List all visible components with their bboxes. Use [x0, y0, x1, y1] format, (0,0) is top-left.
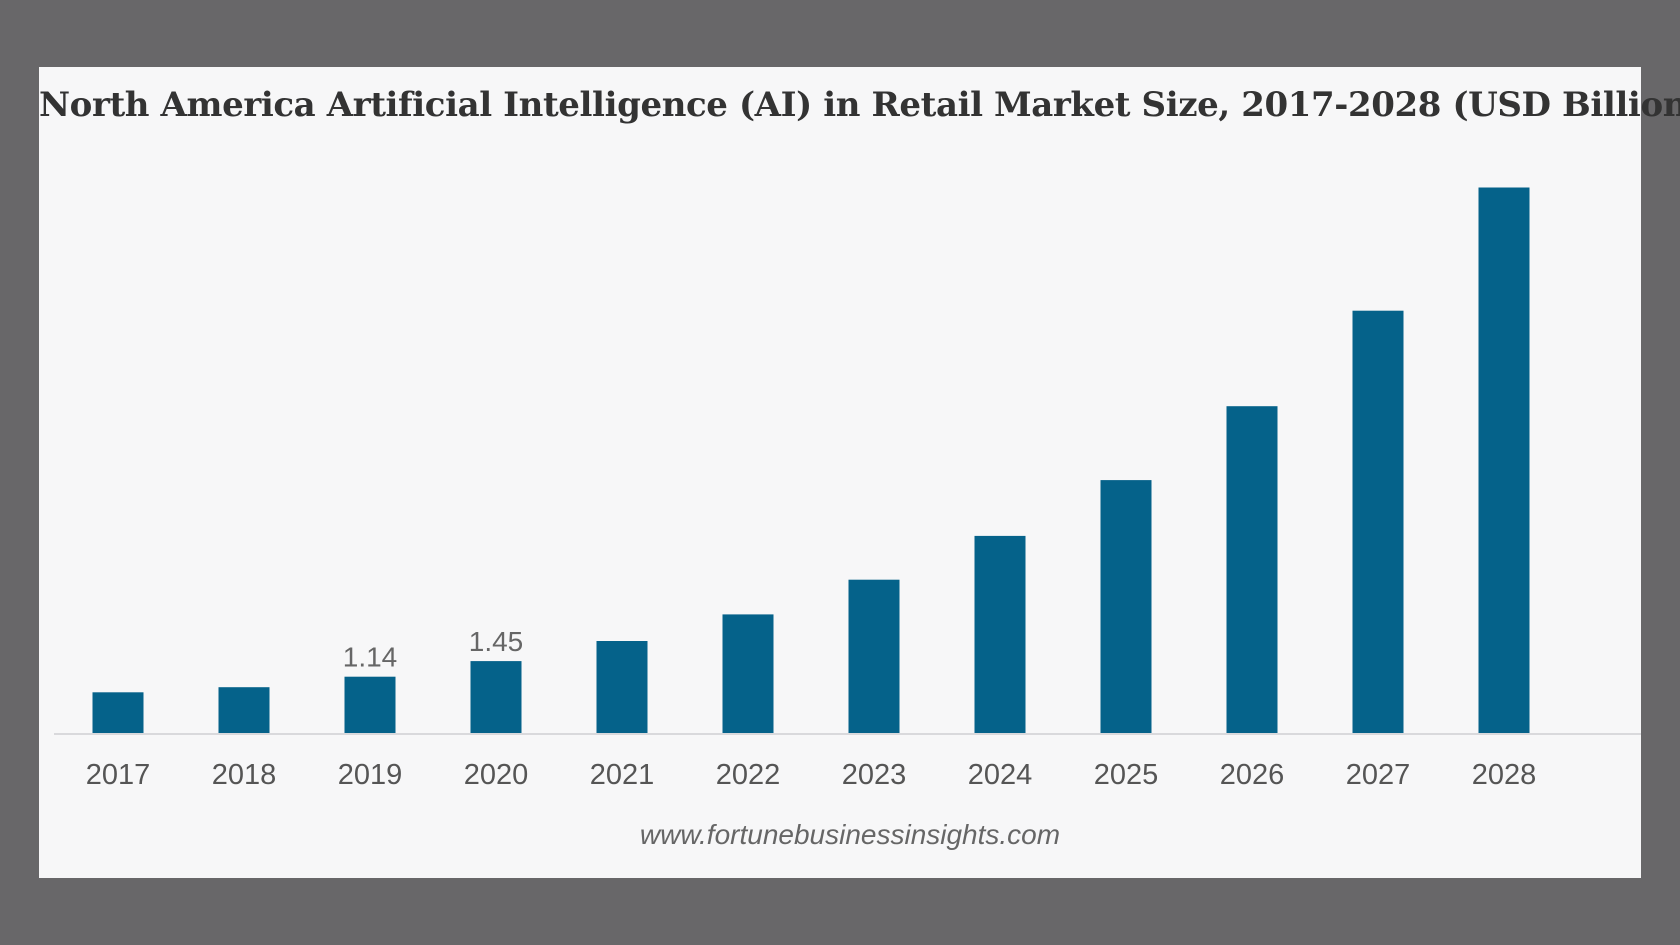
bar-2017: [92, 692, 144, 734]
source-credit: www.fortunebusinessinsights.com: [639, 819, 1061, 850]
x-tick-label-2024: 2024: [968, 759, 1033, 791]
bar-2024: [974, 535, 1026, 734]
bar-chart: 2017 2018 2019 1.14 2020 1.45 2021 2022 2023 2024…: [54, 187, 1641, 791]
x-tick-label-2020: 2020: [464, 759, 529, 791]
bar-2021: [596, 641, 648, 734]
bar-2019: [344, 676, 396, 734]
x-tick-label-2025: 2025: [1094, 759, 1159, 791]
bars-group: [92, 187, 1530, 734]
bar-2023: [848, 579, 900, 734]
x-tick-label-2026: 2026: [1220, 759, 1285, 791]
x-tick-label-2023: 2023: [842, 759, 907, 791]
chart-title: North America Artificial Intelligence (A…: [39, 85, 1680, 125]
x-tick-label-2019: 2019: [338, 759, 403, 791]
data-label-2020: 1.45: [469, 626, 524, 657]
data-label-2019: 1.14: [343, 642, 398, 673]
x-tick-label-2027: 2027: [1346, 759, 1411, 791]
x-tick-label-2028: 2028: [1472, 759, 1537, 791]
bar-2018: [218, 687, 270, 734]
bar-2028: [1478, 187, 1530, 734]
bar-2027: [1352, 310, 1404, 734]
x-tick-label-2021: 2021: [590, 759, 655, 791]
bar-2025: [1100, 480, 1152, 734]
x-tick-label-2022: 2022: [716, 759, 781, 791]
x-tick-label-2018: 2018: [212, 759, 277, 791]
x-tick-label-2017: 2017: [86, 759, 151, 791]
labels-group: 2017 2018 2019 1.14 2020 1.45 2021 2022 2023 2024…: [86, 626, 1537, 791]
bar-2026: [1226, 406, 1278, 734]
chart-card: North America Artificial Intelligence (A…: [39, 67, 1680, 878]
bar-2022: [722, 614, 774, 734]
bar-2020: [470, 661, 522, 734]
